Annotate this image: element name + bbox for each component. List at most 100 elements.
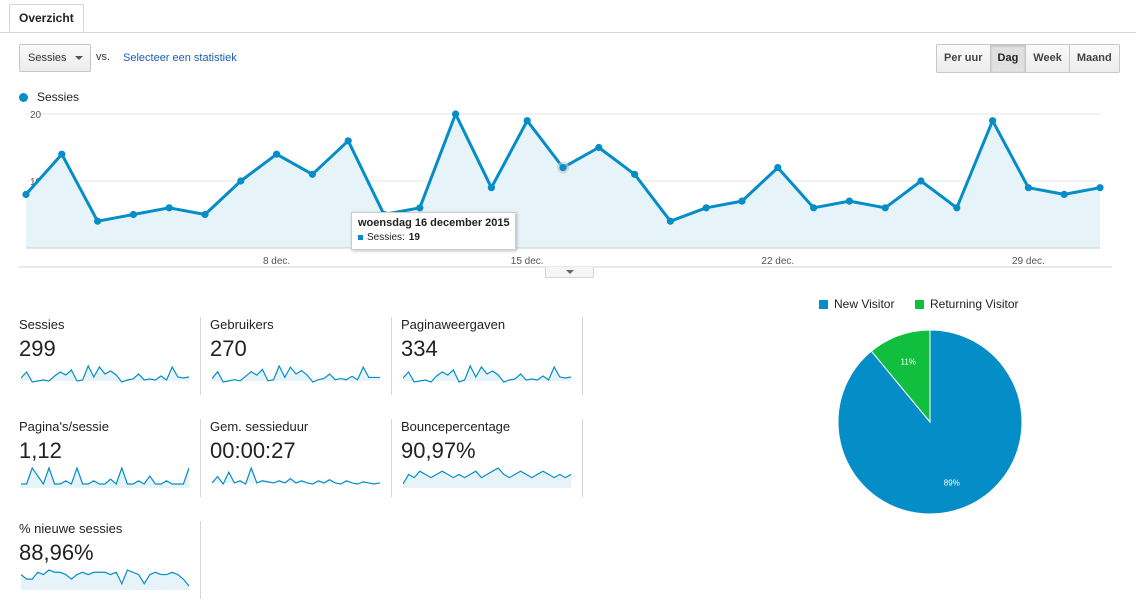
legend-square-icon — [819, 299, 828, 309]
x-tick-label: 29 dec. — [1012, 256, 1045, 267]
data-point — [666, 217, 675, 225]
period-month-button[interactable]: Maand — [1069, 45, 1119, 72]
chart-legend: Sessies — [19, 90, 79, 104]
chevron-down-icon — [75, 56, 83, 60]
data-point — [989, 117, 997, 125]
data-point — [22, 190, 30, 198]
period-day-button[interactable]: Dag — [990, 45, 1027, 72]
metric-select[interactable]: Sessies — [19, 44, 91, 72]
data-point — [237, 177, 245, 185]
metric-label: % nieuwe sessies — [19, 521, 123, 536]
period-hour-button[interactable]: Per uur — [937, 45, 991, 72]
sparkline — [212, 364, 380, 383]
select-stat-link[interactable]: Selecteer een statistiek — [123, 52, 237, 64]
data-point — [1096, 184, 1104, 192]
sparkline-line — [21, 569, 189, 587]
metric-label: Sessies — [19, 317, 65, 332]
visitor-pie-chart[interactable]: 89% 11% — [838, 330, 1022, 514]
metric-label: Bouncepercentage — [401, 419, 511, 434]
pie-slice — [838, 330, 1022, 514]
metric-tile[interactable]: Sessies 299 — [19, 317, 201, 395]
data-point — [1024, 184, 1032, 192]
collapse-chart-button[interactable] — [545, 267, 594, 278]
data-point — [559, 164, 567, 172]
data-point — [631, 170, 639, 178]
metric-value: 270 — [210, 336, 247, 361]
sparkline-line — [403, 364, 571, 383]
metric-label: Gebruikers — [210, 317, 274, 332]
tab-bar: Overzicht — [0, 0, 1136, 33]
data-point — [738, 197, 746, 205]
sparkline-area — [403, 468, 571, 488]
metric-tile[interactable]: % nieuwe sessies 88,96% — [19, 521, 201, 599]
y-tick-label: 20 — [30, 110, 42, 121]
data-point — [201, 210, 209, 219]
chart-tooltip: woensdag 16 december 2015 Sessies: 19 — [351, 212, 516, 250]
metric-tile[interactable]: Paginaweergaven 334 — [401, 317, 583, 395]
metric-value: 88,96% — [19, 540, 94, 565]
area-fill — [26, 114, 1100, 248]
x-tick-label: 8 dec. — [263, 256, 290, 267]
metric-label: Pagina's/sessie — [19, 419, 109, 434]
pie-slice-label: 11% — [900, 357, 915, 366]
data-point — [58, 150, 66, 158]
pie-legend-label: Returning Visitor — [930, 297, 1019, 311]
tooltip-swatch-icon — [358, 235, 363, 240]
vs-label: vs. — [96, 51, 111, 63]
metric-value: 299 — [19, 336, 56, 361]
sparkline — [403, 364, 571, 383]
data-point — [845, 197, 854, 205]
pie-slice — [870, 330, 931, 424]
metric-value: 00:00:27 — [210, 438, 296, 463]
legend-square-icon — [915, 299, 924, 309]
sparkline-area — [212, 468, 380, 484]
period-selector: Per uur Dag Week Maand — [936, 44, 1120, 73]
x-tick-label: 22 dec. — [761, 256, 794, 267]
metric-label: Paginaweergaven — [401, 317, 506, 332]
tooltip-value: 19 — [408, 232, 420, 243]
tab-overzicht[interactable]: Overzicht — [9, 4, 84, 32]
period-week-button[interactable]: Week — [1026, 45, 1070, 72]
sparkline — [403, 467, 571, 488]
sparkline — [212, 466, 380, 486]
sparkline-line — [212, 466, 380, 486]
tooltip-label: Sessies: — [367, 232, 405, 243]
data-point — [917, 177, 925, 185]
tooltip-line: Sessies: 19 — [358, 232, 509, 243]
data-point — [452, 110, 460, 118]
metric-tile[interactable]: Pagina's/sessie 1,12 — [19, 419, 201, 497]
sparkline-area — [21, 570, 189, 590]
sparkline-line — [212, 364, 380, 383]
data-point — [129, 210, 137, 219]
metric-value: 90,97% — [401, 438, 476, 463]
data-point — [273, 150, 281, 158]
data-point — [94, 217, 102, 225]
legend-label: Sessies — [37, 90, 80, 104]
metric-tile[interactable]: Bouncepercentage 90,97% — [401, 419, 583, 497]
metric-tile[interactable]: Gem. sessieduur 00:00:27 — [210, 419, 392, 497]
metric-label: Gem. sessieduur — [210, 419, 309, 434]
pie-legend-new: New Visitor — [819, 297, 894, 311]
sparkline — [21, 466, 189, 488]
pie-legend-returning: Returning Visitor — [915, 297, 1019, 311]
x-tick-label: 15 dec. — [511, 256, 544, 267]
data-point — [1060, 190, 1068, 198]
metric-value: 334 — [401, 336, 438, 361]
data-point — [953, 204, 961, 212]
metric-tile[interactable]: Gebruikers 270 — [210, 317, 392, 395]
data-point — [523, 117, 531, 125]
sparkline-line — [403, 467, 571, 485]
data-point — [595, 143, 603, 152]
sparkline-line — [21, 364, 189, 383]
metric-select-value: Sessies — [28, 52, 67, 64]
legend-dot-icon — [19, 92, 28, 102]
chevron-down-icon — [566, 270, 574, 274]
pie-legend-label: New Visitor — [834, 297, 895, 311]
tooltip-title: woensdag 16 december 2015 — [358, 217, 510, 229]
pie-slice-label: 89% — [944, 479, 960, 488]
data-point — [774, 164, 782, 172]
data-point — [487, 184, 495, 192]
sparkline-line — [21, 466, 189, 486]
data-point — [881, 204, 889, 212]
